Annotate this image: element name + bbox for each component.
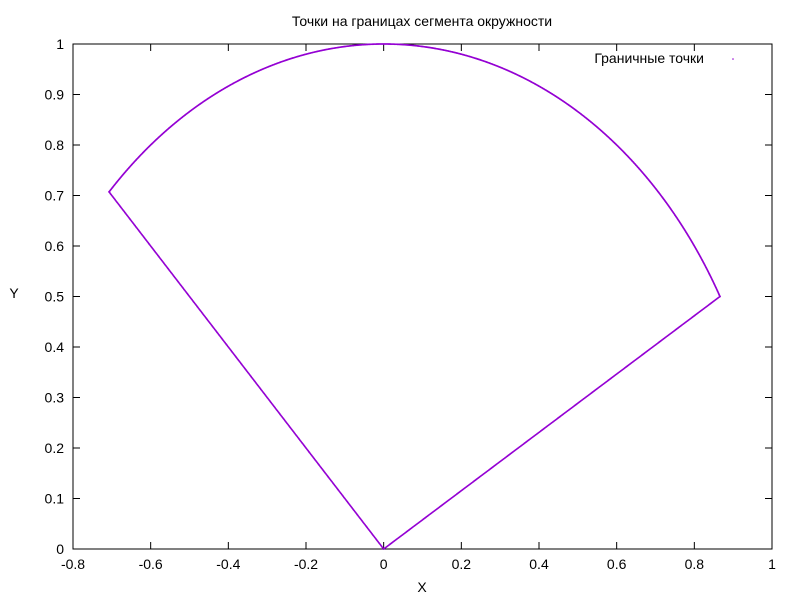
x-tick-label: 1 (768, 556, 776, 572)
y-tick-label: 0.6 (45, 238, 65, 254)
x-tick-label: 0.2 (452, 556, 472, 572)
y-tick-label: 0.3 (45, 390, 65, 406)
y-tick-label: 0.9 (45, 87, 65, 103)
y-axis-label: Y (9, 285, 19, 301)
legend-swatch (732, 58, 734, 60)
data-point (108, 191, 110, 193)
legend: Граничные точки (594, 50, 734, 66)
x-tick-label: 0.8 (685, 556, 705, 572)
y-tick-label: 0.7 (45, 188, 65, 204)
y-tick-label: 0.1 (45, 491, 65, 507)
data-series (108, 43, 721, 550)
y-tick-label: 0 (56, 541, 64, 557)
y-tick-label: 0.8 (45, 137, 65, 153)
x-tick-label: -0.2 (294, 556, 318, 572)
x-axis-label: X (417, 579, 427, 595)
x-tick-label: -0.8 (61, 556, 85, 572)
chart-title: Точки на границах сегмента окружности (292, 13, 552, 29)
y-tick-label: 0.4 (45, 339, 65, 355)
x-tick-label: 0 (380, 556, 388, 572)
x-tick-label: 0.4 (529, 556, 549, 572)
x-tick-label: -0.4 (216, 556, 240, 572)
y-tick-label: 0.2 (45, 440, 65, 456)
y-tick-label: 0.5 (45, 289, 65, 305)
axis-ticks: -0.8 -0.6 -0.4 -0.2 0 0.2 0.4 0.6 0.8 1 0 0.1 0.2 0.3… (45, 36, 777, 572)
x-tick-label: 0.6 (607, 556, 627, 572)
x-tick-label: -0.6 (139, 556, 163, 572)
legend-label: Граничные точки (594, 50, 704, 66)
y-tick-label: 1 (56, 36, 64, 52)
